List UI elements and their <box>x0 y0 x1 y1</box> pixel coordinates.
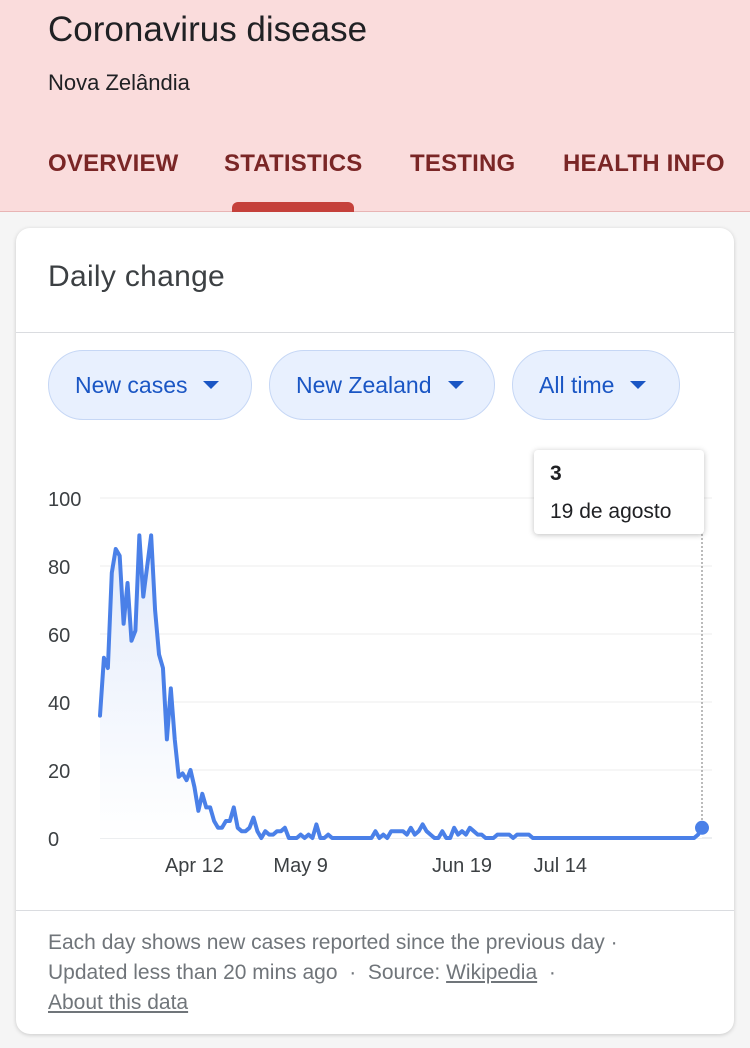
app-header: Coronavirus disease Nova Zelândia OVERVI… <box>0 0 750 212</box>
card-divider-top <box>16 332 734 333</box>
y-tick-label: 0 <box>48 829 59 851</box>
daily-cases-chart[interactable]: 0 20 40 60 80 100 Apr 12 May 9 Jun 19 Jul 14 <box>16 438 734 898</box>
about-data-link[interactable]: About this data <box>48 991 189 1014</box>
card-divider-bottom <box>16 910 734 911</box>
y-tick-label: 20 <box>48 761 70 783</box>
tab-bar: OVERVIEW STATISTICS TESTING HEALTH INFO <box>0 150 750 212</box>
metric-dropdown[interactable]: New cases <box>48 350 252 420</box>
selected-tab-indicator <box>232 202 354 212</box>
timerange-dropdown-label: All time <box>539 371 615 398</box>
dropdown-caret-icon <box>447 381 464 389</box>
footer-separator: · <box>349 961 357 984</box>
x-tick-label: Jun 19 <box>432 855 492 877</box>
x-tick-label: Apr 12 <box>165 855 224 877</box>
series-line-new-cases <box>98 533 704 840</box>
y-tick-label: 60 <box>48 625 70 647</box>
y-tick-label: 80 <box>48 557 70 579</box>
highlight-point <box>695 820 709 835</box>
y-tick-label: 40 <box>48 693 70 715</box>
source-label: Source: <box>367 961 441 984</box>
tab-statistics[interactable]: STATISTICS <box>224 150 363 177</box>
updated-text: Updated less than 20 mins ago <box>48 961 338 984</box>
timerange-dropdown[interactable]: All time <box>512 350 680 420</box>
footer-separator: · <box>548 961 556 984</box>
dropdown-caret-icon <box>630 381 647 389</box>
dropdown-caret-icon <box>203 381 220 389</box>
x-tick-label: May 9 <box>273 855 327 877</box>
daily-change-card: Daily change New cases New Zealand All t… <box>16 228 734 1034</box>
source-link[interactable]: Wikipedia <box>446 961 538 984</box>
region-dropdown[interactable]: New Zealand <box>269 350 495 420</box>
tab-testing[interactable]: TESTING <box>410 150 516 177</box>
x-tick-label: Jul 14 <box>534 855 587 877</box>
footer-meta: Updated less than 20 mins ago · Source: … <box>48 958 708 988</box>
metric-dropdown-label: New cases <box>75 371 188 398</box>
chart-tooltip: 3 19 de agosto <box>534 450 704 534</box>
location-subtitle: Nova Zelândia <box>48 70 190 95</box>
tooltip-value: 3 <box>550 462 562 485</box>
page-title: Coronavirus disease <box>48 10 368 49</box>
tab-health-info[interactable]: HEALTH INFO <box>563 150 725 177</box>
card-footer: Each day shows new cases reported since … <box>48 928 708 1018</box>
area-fill <box>100 535 702 838</box>
tab-overview[interactable]: OVERVIEW <box>48 150 179 177</box>
y-tick-label: 100 <box>48 489 81 511</box>
footer-description: Each day shows new cases reported since … <box>48 931 618 954</box>
card-title: Daily change <box>48 260 226 293</box>
region-dropdown-label: New Zealand <box>296 371 432 398</box>
tooltip-date: 19 de agosto <box>550 500 672 523</box>
